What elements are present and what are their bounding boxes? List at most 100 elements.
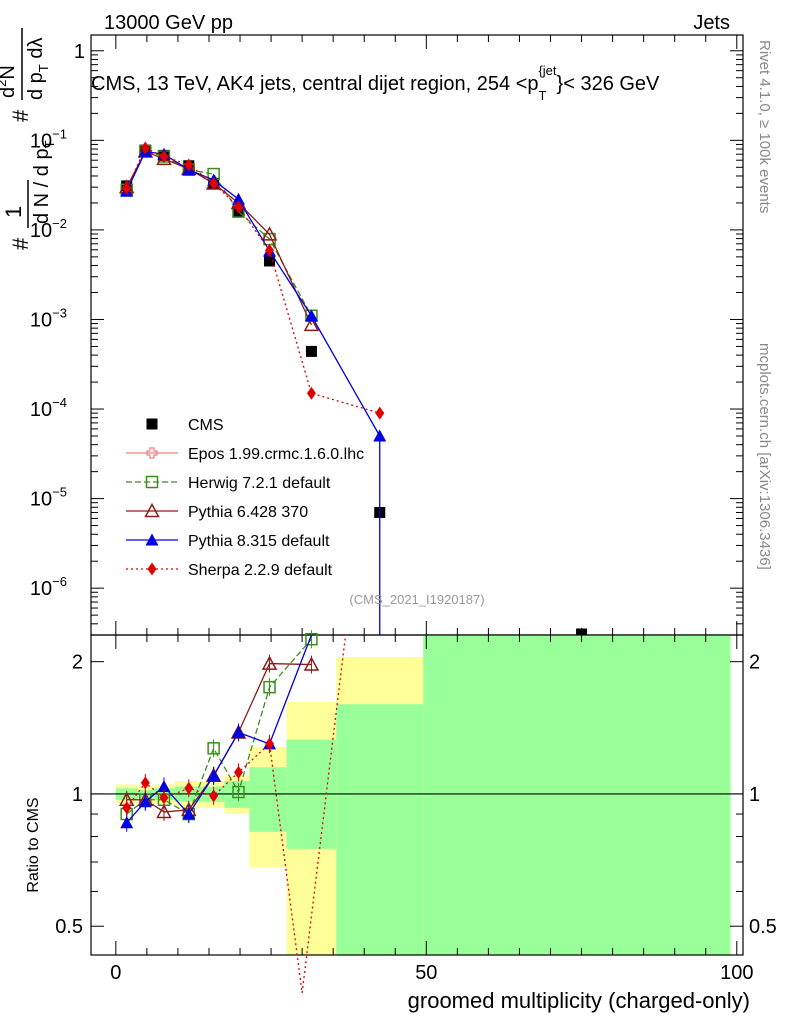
- xtick-label: 0: [110, 962, 121, 984]
- legend-entry: Pythia 6.428 370: [126, 502, 308, 521]
- data-point: [122, 181, 132, 195]
- main-ytick-label: 1: [74, 41, 85, 63]
- band-green: [336, 704, 424, 955]
- data-point: [233, 200, 243, 214]
- main-title-end: }< 326 GeV: [557, 73, 661, 95]
- ratio-point: [265, 737, 275, 751]
- data-point: [303, 316, 320, 332]
- xtick-label: 50: [415, 962, 437, 984]
- data-point: [375, 406, 385, 420]
- ratio-series-line: [126, 638, 312, 815]
- ratio-point: [303, 656, 320, 671]
- data-point: [306, 386, 316, 400]
- main-ytick-label: 10−4: [30, 395, 67, 421]
- legend-entry: CMS: [146, 417, 224, 434]
- main-axes: 1 10−1 10−2 10−3 10−4 10−5 10−6: [30, 34, 744, 636]
- legend-entry: Herwig 7.2.1 default: [126, 475, 331, 492]
- ratio-series-line: [126, 634, 347, 993]
- legend: CMS Epos 1.99.crmc.1.6.0.lhc Herwig 7.2.1 …: [126, 417, 364, 579]
- ratio-point: [207, 769, 221, 782]
- ratio-series-3: [122, 634, 347, 993]
- ratio-point: [209, 789, 219, 803]
- legend-label: Herwig 7.2.1 default: [188, 475, 331, 492]
- legend-label: Pythia 6.428 370: [188, 504, 308, 521]
- legend-entry: Sherpa 2.2.9 default: [126, 562, 333, 579]
- main-title-sup: {jet: [538, 63, 556, 78]
- ratio-ytick-label-right: 0.5: [749, 916, 777, 938]
- ylabel-hash: #: [8, 237, 33, 250]
- data-point: [265, 243, 275, 257]
- data-point: [184, 158, 194, 172]
- data-point: [231, 192, 245, 205]
- ratio-series-2: [120, 634, 313, 832]
- xtick-label: 100: [720, 962, 753, 984]
- ratio-ytick-label-right: 2: [749, 652, 760, 674]
- legend-label: Pythia 8.315 default: [188, 533, 330, 550]
- legend-label: CMS: [188, 417, 224, 434]
- ratio-ytick-label-left: 1: [72, 784, 83, 806]
- main-title-text: CMS, 13 TeV, AK4 jets, central dijet reg…: [91, 73, 539, 95]
- main-ylabel: # 1 d N / d pT # d2N d pT dλ: [0, 28, 57, 250]
- watermark: (CMS_2021_I1920187): [349, 592, 484, 607]
- ylabel-num-top: d2N: [0, 65, 19, 98]
- ratio-point: [231, 725, 245, 738]
- legend-entry: Pythia 8.315 default: [126, 533, 330, 550]
- main-series: [118, 141, 588, 640]
- ylabel-den: d N / d pT: [31, 140, 57, 224]
- ratio-series: [118, 630, 347, 993]
- ratio-point: [140, 776, 150, 790]
- main-ytick-label: 10−6: [30, 574, 67, 600]
- ratio-ylabel: Ratio to CMS: [25, 797, 42, 892]
- ratio-point: [122, 801, 132, 815]
- legend-marker: [146, 418, 158, 430]
- data-point: [373, 429, 387, 442]
- ratio-point: [233, 765, 243, 779]
- ratio-ytick-label-left: 2: [72, 652, 83, 674]
- legend-marker: [147, 562, 157, 576]
- legend-marker: [145, 533, 159, 546]
- band-green: [249, 767, 287, 832]
- ylabel-one: 1: [1, 206, 26, 218]
- mcplots-label: mcplots.cern.ch [arXiv:1306.3436]: [756, 343, 773, 570]
- rivet-label: Rivet 4.1.0, ≥ 100k events: [756, 40, 773, 213]
- legend-marker: [145, 475, 159, 489]
- xlabel: groomed multiplicity (charged-only): [408, 988, 750, 1013]
- data-point: [264, 255, 276, 267]
- ratio-bands: [115, 635, 731, 955]
- ratio-point: [305, 632, 318, 646]
- main-ytick-label: 10−5: [30, 485, 67, 511]
- ratio-point: [263, 680, 276, 694]
- data-point: [140, 141, 150, 155]
- legend-marker: [144, 502, 160, 518]
- ratio-point: [184, 781, 194, 795]
- ratio-point: [157, 779, 171, 792]
- ratio-point: [182, 807, 196, 820]
- ratio-point: [156, 803, 172, 819]
- main-ytick-label: 10−2: [30, 216, 67, 242]
- ratio-point: [207, 742, 220, 755]
- data-point: [209, 176, 219, 190]
- ylabel-num-hash: #: [8, 109, 33, 122]
- data-point: [304, 309, 318, 322]
- data-point: [576, 628, 588, 640]
- main-ytick-label: 10−3: [30, 305, 67, 331]
- ratio-ytick-label-right: 1: [749, 784, 760, 806]
- header-right: Jets: [693, 12, 730, 34]
- legend-entry: Epos 1.99.crmc.1.6.0.lhc: [126, 446, 364, 463]
- data-point: [305, 345, 317, 357]
- ylabel-num-bot: d pT dλ: [25, 38, 51, 100]
- ratio-frame: [90, 634, 744, 956]
- band-green: [423, 635, 731, 955]
- main-title: CMS, 13 TeV, AK4 jets, central dijet reg…: [91, 63, 660, 103]
- legend-label: Sherpa 2.2.9 default: [188, 562, 333, 579]
- ratio-series-line: [126, 634, 313, 824]
- ratio-point: [232, 785, 245, 799]
- main-title-sub: T: [539, 88, 547, 103]
- header-left: 13000 GeV pp: [104, 12, 233, 34]
- ratio-point: [138, 795, 152, 808]
- data-point: [261, 226, 278, 241]
- ratio-point: [261, 655, 278, 670]
- ratio-ytick-label-left: 0.5: [55, 916, 83, 938]
